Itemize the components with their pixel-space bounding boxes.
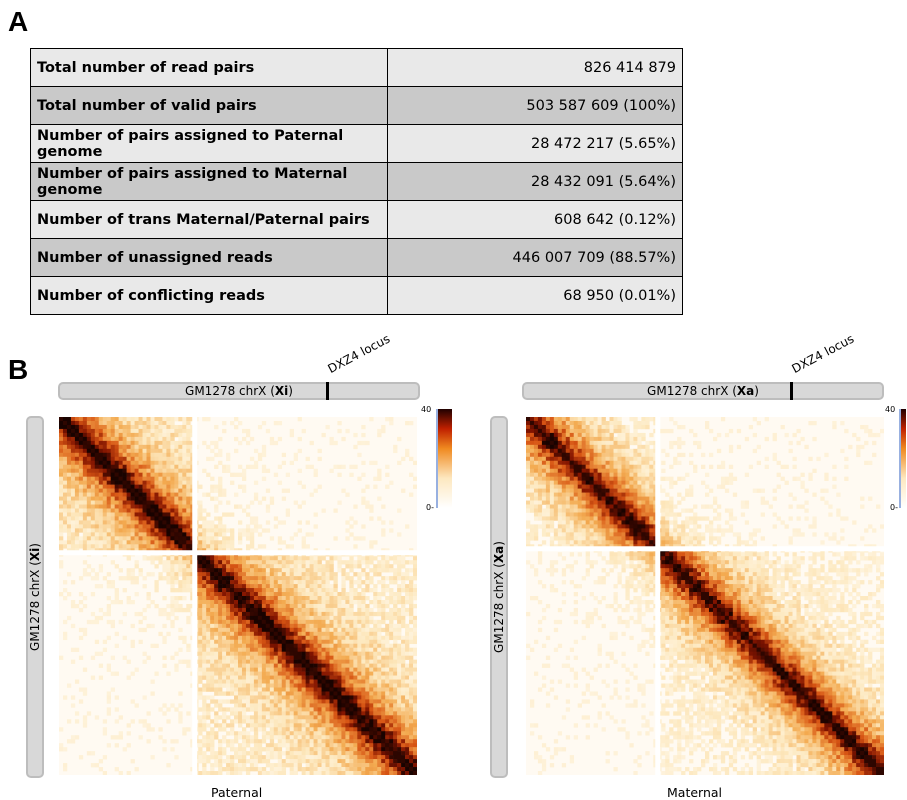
dxz4-locus-label: DXZ4 locus	[325, 332, 392, 376]
row-label: Total number of valid pairs	[31, 87, 388, 125]
chrom-label-prefix: GM1278 chrX (	[185, 384, 275, 398]
chrom-label-bold: Xi	[275, 384, 288, 398]
row-label: Number of pairs assigned to Paternal gen…	[31, 125, 388, 163]
row-value: 826 414 879	[388, 49, 683, 87]
row-value: 608 642 (0.12%)	[388, 201, 683, 239]
paternal-side-chrom-label: GM1278 chrX (Xi)	[28, 537, 42, 657]
paternal-hic-heatmap	[59, 417, 417, 775]
maternal-label: Maternal	[667, 785, 722, 800]
row-label: Number of conflicting reads	[31, 277, 388, 315]
paternal-scale-min: 0-	[426, 503, 434, 512]
maternal-chrom-bar: GM1278 chrX (Xa)	[522, 382, 884, 400]
row-value: 446 007 709 (88.57%)	[388, 239, 683, 277]
paternal-color-scale	[434, 409, 454, 509]
chrom-label-bold: Xa	[737, 384, 754, 398]
maternal-side-chrom-label: GM1278 chrX (Xa)	[492, 537, 506, 657]
row-value: 28 472 217 (5.65%)	[388, 125, 683, 163]
row-value: 503 587 609 (100%)	[388, 87, 683, 125]
dxz4-locus-marker	[790, 382, 793, 400]
row-value: 68 950 (0.01%)	[388, 277, 683, 315]
chrom-label-suffix: )	[288, 384, 293, 398]
dxz4-locus-label: DXZ4 locus	[789, 332, 856, 376]
row-label: Number of unassigned reads	[31, 239, 388, 277]
maternal-hic-heatmap	[526, 417, 884, 775]
dxz4-locus-marker	[326, 382, 329, 400]
paternal-label: Paternal	[211, 785, 262, 800]
row-label: Total number of read pairs	[31, 49, 388, 87]
chrom-label-prefix: GM1278 chrX (	[647, 384, 737, 398]
row-value: 28 432 091 (5.64%)	[388, 163, 683, 201]
maternal-scale-max: 40	[885, 405, 895, 414]
panel-a-label: A	[8, 6, 28, 38]
table-row: Number of pairs assigned to Paternal gen…	[31, 125, 683, 163]
paternal-scale-max: 40	[421, 405, 431, 414]
chrom-label-suffix: )	[754, 384, 759, 398]
maternal-scale-min: 0-	[890, 503, 898, 512]
paternal-chrom-bar: GM1278 chrX (Xi)	[58, 382, 420, 400]
table-row: Number of pairs assigned to Maternal gen…	[31, 163, 683, 201]
maternal-color-scale	[898, 409, 907, 509]
row-label: Number of pairs assigned to Maternal gen…	[31, 163, 388, 201]
row-label: Number of trans Maternal/Paternal pairs	[31, 201, 388, 239]
panel-b-label: B	[8, 354, 28, 386]
